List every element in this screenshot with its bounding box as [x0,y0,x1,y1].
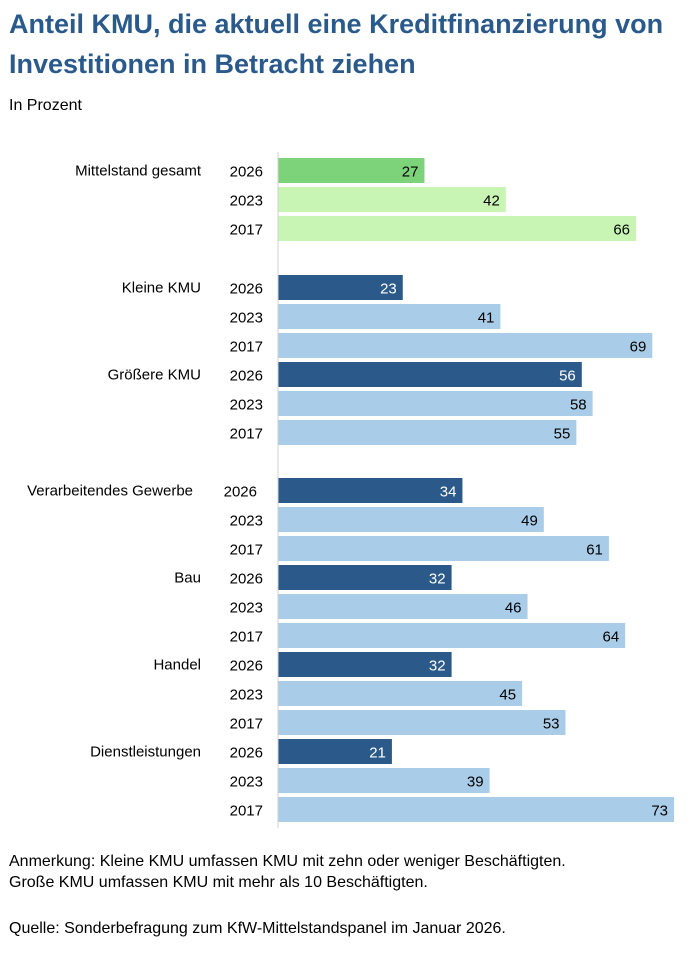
bar-value-label: 61 [586,542,603,559]
bar-value-label: 66 [613,222,630,239]
bar-value-label: 32 [429,658,446,675]
bar [278,797,674,822]
year-label: 2023 [230,397,263,414]
group-label: Größere KMU [108,367,201,384]
year-label: 2017 [230,716,263,733]
year-label: 2026 [230,571,263,588]
year-label: 2017 [230,426,263,443]
bar-value-label: 46 [505,600,522,617]
bar [278,216,637,241]
bar-value-label: 27 [402,164,419,181]
year-label: 2023 [230,687,263,704]
bar [278,304,501,329]
bar [278,187,506,212]
bar [278,507,544,532]
bar-value-label: 64 [602,629,619,646]
bar-value-label: 23 [380,281,397,298]
bar-value-label: 49 [521,513,538,530]
bar [278,565,452,590]
bar [278,420,577,445]
bar-value-label: 39 [467,774,484,791]
bar [278,536,609,561]
bar [278,681,523,706]
note-line-2: Große KMU umfassen KMU mit mehr als 10 B… [9,874,428,891]
chart-subtitle: In Prozent [9,97,82,114]
bar-value-label: 69 [630,339,647,356]
note-line-1: Anmerkung: Kleine KMU umfassen KMU mit z… [9,853,566,870]
bar [278,739,392,764]
bar-value-label: 32 [429,571,446,588]
bar-value-label: 56 [559,368,576,385]
bar [278,652,452,677]
group-label: Verarbeitendes Gewerbe [27,483,193,500]
bar [278,275,403,300]
group-label: Bau [174,570,201,587]
year-label: 2026 [224,484,257,501]
year-label: 2017 [230,803,263,820]
bar [278,158,425,183]
bar [278,768,490,793]
year-label: 2026 [230,281,263,298]
bar-value-label: 34 [440,484,457,501]
bar [278,710,566,735]
bar [278,594,528,619]
group-label: Handel [153,657,201,674]
year-label: 2026 [230,164,263,181]
year-label: 2023 [230,193,263,210]
bar [278,333,653,358]
year-label: 2026 [230,658,263,675]
year-label: 2017 [230,339,263,356]
bar-value-label: 73 [651,803,668,820]
year-label: 2023 [230,513,263,530]
group-label: Mittelstand gesamt [75,163,202,180]
bar-value-label: 21 [369,745,386,762]
source-note: Quelle: Sonderbefragung zum KfW-Mittelst… [9,920,506,937]
year-label: 2017 [230,542,263,559]
bar [278,478,463,503]
bar [278,362,582,387]
year-label: 2017 [230,629,263,646]
bar-value-label: 42 [483,193,500,210]
year-label: 2023 [230,774,263,791]
year-label: 2026 [230,745,263,762]
bar-value-label: 58 [570,397,587,414]
group-label: Dienstleistungen [90,744,201,761]
chart-title: Anteil KMU, die aktuell eine Kreditfinan… [9,9,664,79]
year-label: 2023 [230,310,263,327]
bar [278,623,626,648]
bar-value-label: 55 [554,426,571,443]
bar-value-label: 45 [499,687,516,704]
year-label: 2017 [230,222,263,239]
bar-value-label: 41 [478,310,495,327]
year-label: 2026 [230,368,263,385]
bar-value-label: 53 [543,716,560,733]
year-label: 2023 [230,600,263,617]
group-label: Kleine KMU [122,280,201,297]
bar [278,391,593,416]
bar-chart: 27 2026 Mittelstand gesamt 42 2023 66 2017 23 20… [27,152,674,828]
